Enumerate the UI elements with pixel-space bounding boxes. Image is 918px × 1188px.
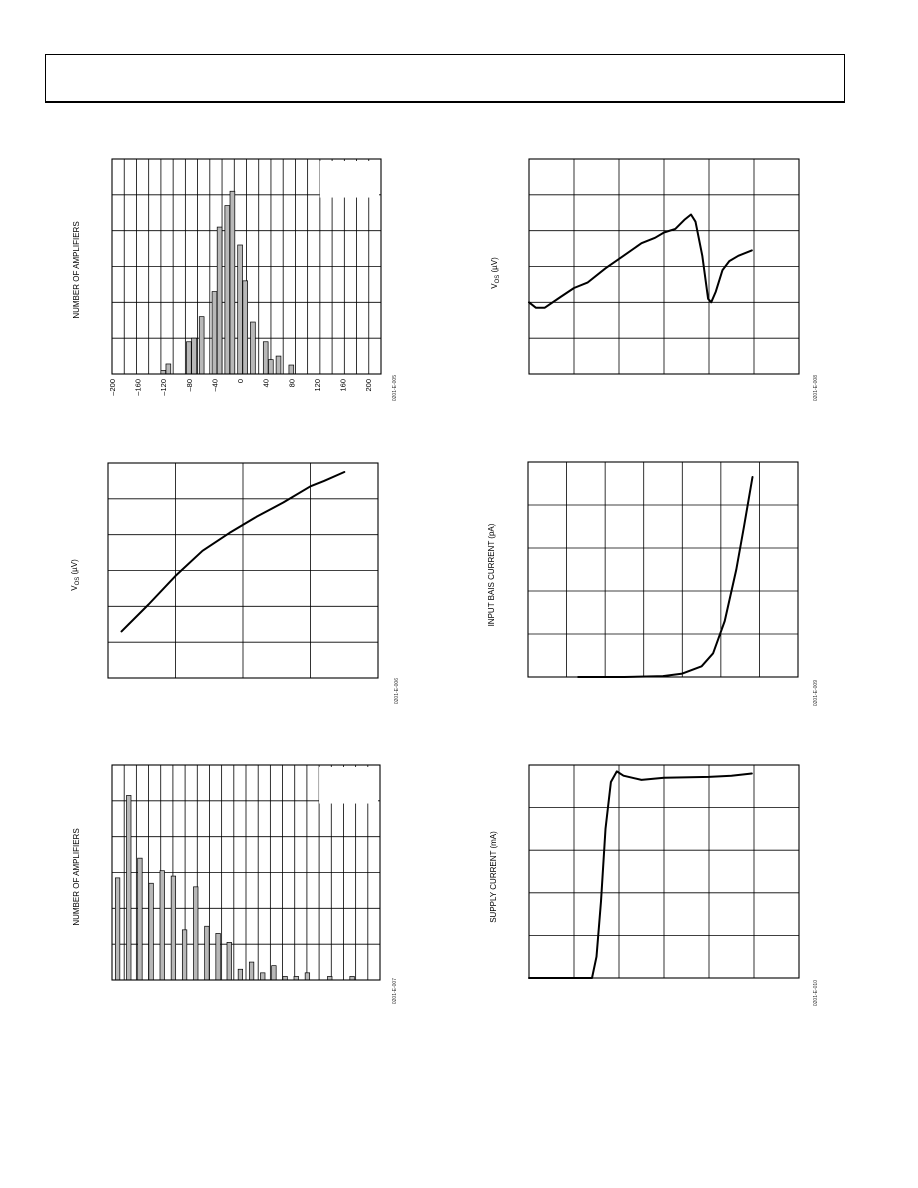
histogram-bar (216, 226, 223, 375)
histogram-bar (211, 291, 218, 375)
figure-code: 0201-E-006 (394, 678, 400, 704)
x-tick-label: 120 (313, 379, 322, 392)
histogram-bar (248, 961, 255, 981)
histogram-bar (137, 857, 143, 981)
x-tick-label: –120 (159, 379, 168, 396)
data-series-line (577, 476, 754, 678)
histogram-bar (114, 877, 121, 981)
histogram-bar (215, 933, 221, 981)
y-axis-label: VOS (µV) (490, 257, 501, 289)
histogram-bar (224, 205, 231, 375)
histogram-bar (229, 190, 236, 375)
histogram-bar (159, 870, 165, 981)
data-series-line (528, 770, 753, 979)
y-axis-label: SUPPLY CURRENT (mA) (489, 831, 498, 923)
y-axis-label: NUMBER OF AMPLIFIERS (72, 221, 81, 318)
histogram-bar (304, 972, 311, 981)
histogram-bar (250, 321, 256, 375)
plot-area (107, 462, 379, 679)
histogram-bar (126, 795, 132, 981)
plot-area (111, 764, 381, 981)
y-axis-label: NUMBER OF AMPLIFIERS (72, 828, 81, 925)
figure-code: 0201-E-010 (813, 980, 819, 1006)
plot-area (111, 158, 382, 375)
histogram-bar (226, 942, 232, 981)
histogram-bar (181, 929, 188, 981)
histogram-bar (242, 280, 248, 375)
legend-box (319, 767, 378, 804)
plot-frame (527, 461, 799, 678)
data-series-line (120, 471, 346, 633)
plot-area (528, 158, 800, 375)
histogram-chart-5: NUMBER OF AMPLIFIERS 0201-E-007 (72, 764, 398, 1004)
y-axis-label: VOS (µV) (70, 559, 81, 591)
histogram-chart-1: NUMBER OF AMPLIFIERS 0201-E-005 –200 –160… (72, 158, 398, 401)
histogram-bar (198, 316, 205, 375)
plot-frame (528, 764, 800, 979)
plot-area (528, 764, 800, 979)
data-series-line (528, 213, 753, 309)
histogram-bar (262, 341, 269, 375)
histogram-bar (268, 359, 274, 375)
y-axis-label: INPUT BAIS CURRENT (pA) (487, 523, 496, 626)
histogram-bar (237, 244, 243, 375)
line-chart-3: VOS (µV) 0201-E-006 (70, 462, 400, 704)
histogram-bar (260, 972, 266, 981)
x-tick-label: –80 (185, 379, 194, 392)
x-tick-label: –160 (134, 379, 143, 396)
x-tick-label: 160 (339, 379, 348, 392)
x-tick-label: 0 (236, 379, 245, 383)
line-chart-4: INPUT BAIS CURRENT (pA) 0201-E-009 (487, 461, 819, 706)
plot-frame (111, 158, 382, 375)
figure-code: 0201-E-007 (392, 978, 398, 1004)
histogram-bar (191, 337, 197, 375)
histogram-bar (165, 363, 172, 375)
histogram-bar (275, 355, 282, 375)
histogram-bar (271, 965, 277, 981)
plot-area (527, 461, 799, 678)
page-header-box (45, 54, 845, 103)
histogram-bar (148, 882, 154, 981)
x-tick-label: –200 (108, 379, 117, 396)
histogram-bar (204, 925, 210, 981)
line-chart-6: SUPPLY CURRENT (mA) 0201-E-010 (489, 764, 819, 1006)
figure-code: 0201-E-009 (813, 680, 819, 706)
x-tick-label: –40 (210, 379, 219, 392)
histogram-bar (288, 364, 295, 375)
histogram-bar (193, 886, 199, 981)
histogram-bar (170, 875, 177, 981)
x-tick-label: 40 (262, 379, 271, 387)
x-tick-label: 200 (364, 379, 373, 392)
histogram-bar (186, 341, 192, 375)
figure-code: 0201-E-005 (392, 375, 398, 401)
plot-frame (528, 158, 800, 375)
plot-frame (107, 462, 379, 679)
histogram-bar (237, 968, 244, 981)
x-tick-label: 80 (287, 379, 296, 387)
plot-frame (111, 764, 381, 981)
legend-box (319, 161, 379, 198)
figure-code: 0201-E-008 (813, 375, 819, 401)
line-chart-2: VOS (µV) 0201-E-008 (490, 158, 819, 401)
